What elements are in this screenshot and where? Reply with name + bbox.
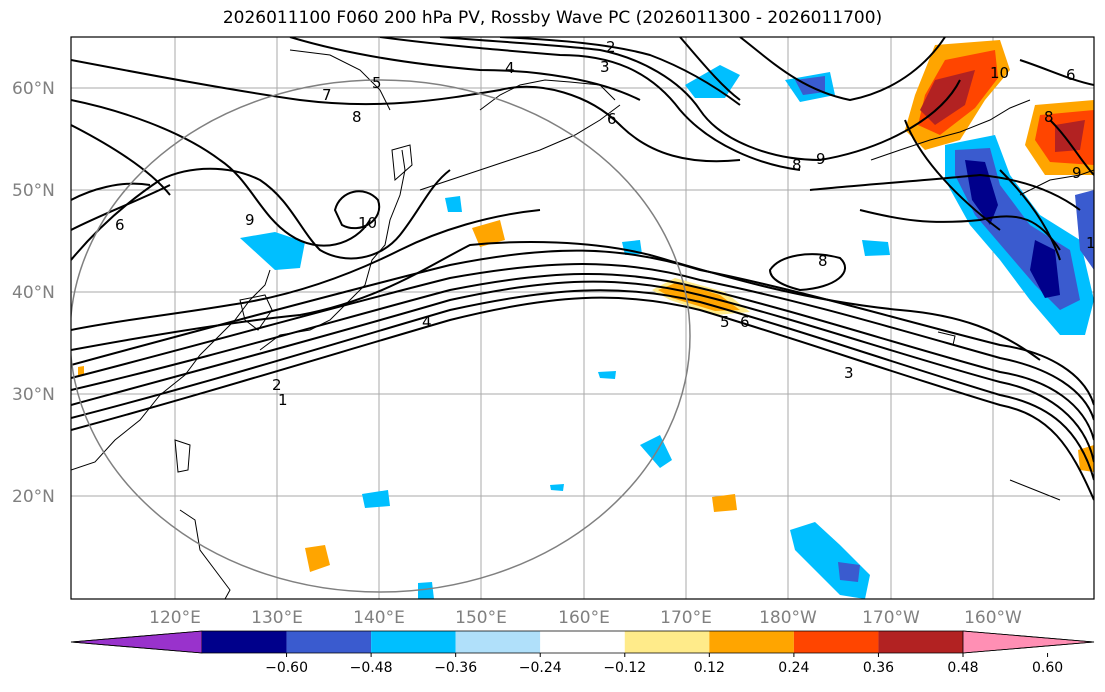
lon-tick-label: 180°W bbox=[759, 608, 817, 628]
colorbar-segment bbox=[624, 631, 710, 653]
colorbar-segment bbox=[202, 631, 287, 653]
coastlines bbox=[71, 49, 1094, 599]
colorbar-segment bbox=[709, 631, 794, 653]
lat-tick-label: 20°N bbox=[12, 487, 55, 507]
lon-tick-label: 170°W bbox=[862, 608, 920, 628]
lat-tick-label: 60°N bbox=[12, 79, 55, 99]
lon-tick-label: 120°E bbox=[149, 608, 201, 628]
colorbar-tick-label: −0.24 bbox=[519, 660, 562, 676]
contour-label: 5 bbox=[720, 313, 730, 331]
colorbar-tick-label: 0.60 bbox=[1032, 660, 1063, 676]
contour-label: 8 bbox=[1044, 108, 1054, 126]
colorbar-tick-label: −0.60 bbox=[265, 660, 308, 676]
contour-label: 4 bbox=[422, 313, 432, 331]
contour-label: 1 bbox=[278, 391, 288, 409]
colorbar-tick-label: −0.12 bbox=[603, 660, 646, 676]
lon-tick-label: 160°W bbox=[964, 608, 1022, 628]
contour-label-group: 2 3 4 5 7 8 6 10 9 8 9 6 9 10 8 4 5 6 3 … bbox=[115, 38, 1096, 409]
map-frame bbox=[70, 36, 1095, 600]
contour-label: 10 bbox=[990, 64, 1009, 82]
colorbar: −0.60 −0.48 −0.36 −0.24 −0.12 0.12 0.24 0.36 0.4… bbox=[70, 630, 1095, 676]
lon-tick-label: 170°E bbox=[660, 608, 712, 628]
contour-label: 3 bbox=[844, 364, 854, 382]
contour-label: 10 bbox=[358, 214, 377, 232]
lat-tick-label: 40°N bbox=[12, 283, 55, 303]
map-title: 2026011100 F060 200 hPa PV, Rossby Wave … bbox=[222, 8, 883, 28]
colorbar-arrow-low bbox=[70, 630, 203, 654]
contour-label: 8 bbox=[352, 108, 362, 126]
contour-label: 1 bbox=[1086, 234, 1096, 252]
pv-contours bbox=[71, 37, 1094, 501]
colorbar-tick-label: 0.36 bbox=[863, 660, 894, 676]
colorbar-tick-label: 0.48 bbox=[947, 660, 978, 676]
contour-label: 5 bbox=[372, 74, 382, 92]
lon-axis: 120°E 130°E 140°E 150°E 160°E 170°E 180°… bbox=[149, 608, 1022, 628]
contour-label: 9 bbox=[1072, 164, 1082, 182]
contour-label: 2 bbox=[272, 376, 282, 394]
contour-label: 9 bbox=[816, 150, 826, 168]
anomaly-shading bbox=[78, 40, 1094, 599]
colorbar-segment bbox=[371, 631, 456, 653]
colorbar-tick-label: −0.48 bbox=[350, 660, 393, 676]
lat-tick-label: 30°N bbox=[12, 385, 55, 405]
contour-label: 6 bbox=[740, 313, 750, 331]
colorbar-outline bbox=[70, 630, 1095, 654]
colorbar-tick-label: 0.24 bbox=[778, 660, 809, 676]
lon-tick-label: 140°E bbox=[353, 608, 405, 628]
lon-tick-label: 160°E bbox=[558, 608, 610, 628]
contour-label: 6 bbox=[607, 110, 617, 128]
domain-circle bbox=[71, 79, 691, 593]
lat-tick-label: 50°N bbox=[12, 181, 55, 201]
contour-label: 6 bbox=[1066, 66, 1076, 84]
gridlines bbox=[71, 37, 1094, 599]
contour-label: 3 bbox=[600, 58, 610, 76]
contour-label: 4 bbox=[505, 59, 515, 77]
contour-label: 9 bbox=[245, 211, 255, 229]
contour-label: 7 bbox=[322, 86, 332, 104]
contour-label: 6 bbox=[115, 216, 125, 234]
contour-label: 8 bbox=[818, 252, 828, 270]
colorbar-tick-label: 0.12 bbox=[694, 660, 725, 676]
colorbar-segment bbox=[286, 631, 372, 653]
lon-tick-label: 150°E bbox=[455, 608, 507, 628]
colorbar-arrow-high bbox=[962, 630, 1095, 654]
colorbar-segment bbox=[878, 631, 963, 653]
colorbar-tick-label: −0.36 bbox=[434, 660, 477, 676]
colorbar-segment bbox=[455, 631, 541, 653]
colorbar-segment bbox=[793, 631, 879, 653]
lat-axis: 60°N 50°N 40°N 30°N 20°N bbox=[12, 79, 55, 507]
contour-label: 2 bbox=[606, 38, 616, 56]
lon-tick-label: 130°E bbox=[251, 608, 303, 628]
contour-label: 8 bbox=[792, 156, 802, 174]
colorbar-segment bbox=[540, 631, 625, 653]
